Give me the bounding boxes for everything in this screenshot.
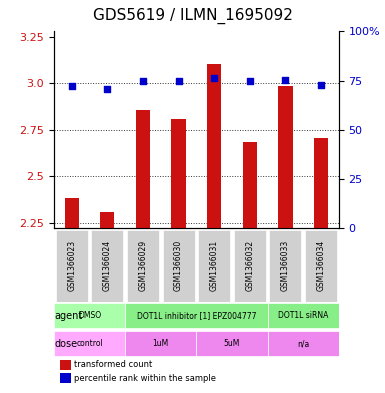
FancyBboxPatch shape (54, 331, 125, 356)
FancyBboxPatch shape (270, 230, 301, 302)
Bar (314, 138, 328, 228)
Text: GSM1366029: GSM1366029 (139, 240, 147, 291)
Bar (60, 373, 71, 383)
Point (69, 83, 75, 89)
FancyBboxPatch shape (268, 303, 339, 329)
Text: DOT1L siRNA: DOT1L siRNA (278, 311, 328, 320)
Bar (65, 198, 79, 228)
FancyBboxPatch shape (56, 230, 88, 302)
Text: n/a: n/a (297, 339, 309, 348)
FancyBboxPatch shape (125, 331, 196, 356)
Text: GSM1366034: GSM1366034 (316, 240, 325, 291)
Point (211, 75, 217, 81)
FancyBboxPatch shape (198, 230, 230, 302)
Text: agent: agent (55, 311, 83, 321)
Text: GSM1366033: GSM1366033 (281, 240, 290, 291)
FancyBboxPatch shape (305, 230, 337, 302)
FancyBboxPatch shape (91, 230, 123, 302)
FancyBboxPatch shape (54, 303, 125, 329)
Bar (278, 86, 293, 228)
Bar (100, 213, 114, 228)
Point (282, 77, 288, 83)
Point (176, 77, 182, 84)
Text: GSM1366030: GSM1366030 (174, 240, 183, 291)
Text: GSM1366023: GSM1366023 (67, 240, 76, 291)
Text: GSM1366032: GSM1366032 (245, 240, 254, 291)
FancyBboxPatch shape (196, 331, 268, 356)
FancyBboxPatch shape (162, 230, 194, 302)
FancyBboxPatch shape (268, 331, 339, 356)
Text: 1uM: 1uM (152, 339, 169, 348)
Text: 5uM: 5uM (224, 339, 240, 348)
Text: dose: dose (55, 339, 78, 349)
Text: percentile rank within the sample: percentile rank within the sample (74, 374, 216, 383)
Bar (60, 360, 71, 370)
FancyBboxPatch shape (127, 230, 159, 302)
FancyBboxPatch shape (125, 303, 268, 329)
Point (318, 81, 324, 88)
Bar (136, 110, 150, 228)
Point (104, 85, 110, 92)
Bar (171, 119, 186, 228)
Text: GSM1366024: GSM1366024 (103, 240, 112, 291)
Text: transformed count: transformed count (74, 360, 152, 369)
Point (140, 77, 146, 84)
Text: DMSO: DMSO (78, 311, 101, 320)
Text: DOT1L inhibitor [1] EPZ004777: DOT1L inhibitor [1] EPZ004777 (137, 311, 256, 320)
FancyBboxPatch shape (234, 230, 266, 302)
Point (247, 77, 253, 84)
Text: GDS5619 / ILMN_1695092: GDS5619 / ILMN_1695092 (92, 7, 293, 24)
Text: control: control (76, 339, 103, 348)
Bar (207, 64, 221, 228)
Text: GSM1366031: GSM1366031 (210, 240, 219, 291)
Bar (243, 142, 257, 228)
